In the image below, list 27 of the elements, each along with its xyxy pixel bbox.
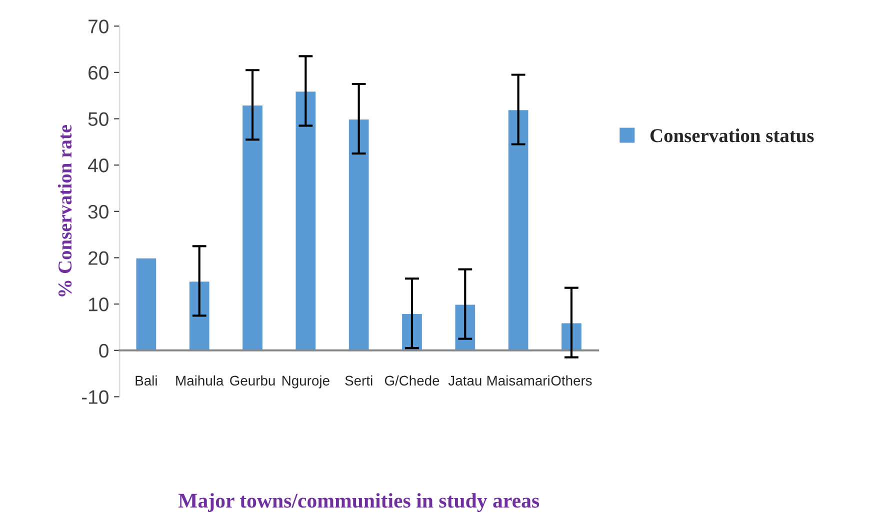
x-tick-label: G/Chede [384,375,440,386]
bar [506,108,530,352]
y-axis-title: % Conservation rate [58,124,72,296]
y-tick-label: 70 [88,20,108,34]
bar [294,90,317,352]
x-tick-label: Others [551,375,592,386]
x-tick-label: Jatau [448,376,482,386]
x-tick-label: Serti [345,375,372,386]
bar [348,118,370,352]
y-tick-label: 50 [88,112,108,126]
x-tick-label: Bali [136,375,157,386]
y-tick-label: 0 [99,344,108,358]
y-tick-label: 20 [88,251,108,265]
y-tick-label: -10 [82,390,108,404]
x-tick-label: Maisamari [487,375,550,386]
legend-label: Conservation status [650,128,814,142]
y-tick-label: 10 [89,298,108,312]
y-tick-label: 60 [88,66,108,80]
bar [241,104,264,352]
x-tick-label: Maihula [176,375,224,386]
bar [188,280,211,352]
x-axis-title: Major towns/communities in study areas [178,493,540,512]
y-tick-label: 30 [88,204,108,219]
y-tick-label: 40 [88,158,108,172]
bar [134,257,158,352]
x-tick-label: Nguroje [282,375,330,388]
x-tick-label: Geurbu [230,375,275,386]
